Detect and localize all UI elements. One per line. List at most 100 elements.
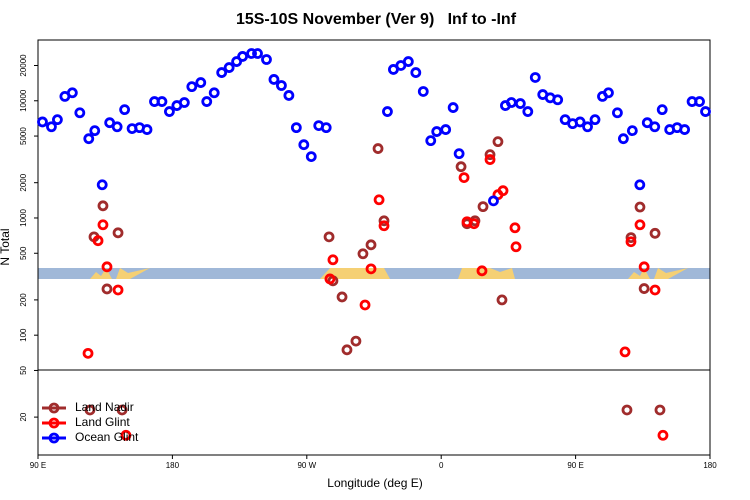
legend-label: Land Nadir xyxy=(75,400,134,414)
point xyxy=(208,87,220,99)
point xyxy=(625,232,637,244)
point xyxy=(156,96,168,107)
y-tick-label: 2000 xyxy=(19,173,28,191)
point xyxy=(83,133,95,145)
legend-marker xyxy=(48,417,60,429)
y-tick-label: 500 xyxy=(19,246,28,260)
point xyxy=(617,133,629,145)
point xyxy=(529,72,541,83)
point xyxy=(694,96,705,107)
point xyxy=(453,148,465,160)
point xyxy=(476,265,488,277)
point xyxy=(89,125,101,137)
point xyxy=(120,429,132,441)
point xyxy=(582,121,593,133)
point xyxy=(261,54,272,65)
point xyxy=(492,136,504,148)
point xyxy=(468,218,480,230)
point xyxy=(357,248,369,260)
point xyxy=(700,106,711,117)
x-tick-label: 180 xyxy=(703,461,717,470)
point xyxy=(323,231,335,243)
point xyxy=(477,201,489,213)
point xyxy=(336,291,348,303)
point xyxy=(223,62,235,73)
point xyxy=(657,429,669,441)
point xyxy=(656,104,668,116)
point xyxy=(97,200,109,212)
point xyxy=(164,106,175,117)
point xyxy=(327,254,339,266)
point xyxy=(373,194,385,206)
point xyxy=(365,239,377,251)
point xyxy=(112,284,124,296)
x-tick-label: 180 xyxy=(166,461,180,470)
point xyxy=(378,215,390,227)
chart-title: 15S-10S November (Ver 9) Inf to -Inf xyxy=(236,11,517,28)
x-tick-label: 90 E xyxy=(567,461,583,470)
point xyxy=(552,94,564,106)
point xyxy=(514,98,526,109)
point xyxy=(417,86,429,97)
point xyxy=(626,125,638,137)
point xyxy=(320,122,332,134)
point xyxy=(654,404,666,416)
point xyxy=(484,149,496,161)
point xyxy=(52,114,63,126)
point xyxy=(488,195,499,207)
legend-label: Ocean Glint xyxy=(75,430,139,444)
point xyxy=(505,97,517,108)
point xyxy=(638,261,650,273)
plot-frame xyxy=(37,39,711,456)
point xyxy=(195,77,207,88)
point xyxy=(382,106,393,117)
point xyxy=(298,139,310,151)
point xyxy=(119,104,131,116)
point xyxy=(458,172,470,184)
point xyxy=(634,201,646,213)
point xyxy=(634,179,646,191)
point xyxy=(201,96,213,107)
legend-marker xyxy=(48,432,60,444)
point xyxy=(66,87,78,99)
legend-label: Land Glint xyxy=(75,415,130,429)
point xyxy=(365,263,377,275)
point xyxy=(378,220,390,232)
point xyxy=(231,56,243,67)
point xyxy=(510,241,522,253)
point xyxy=(324,273,336,285)
point xyxy=(621,404,633,416)
point xyxy=(141,124,153,135)
point xyxy=(509,222,521,234)
y-tick-label: 200 xyxy=(19,293,28,307)
point xyxy=(84,404,96,416)
x-tick-label: 90 E xyxy=(30,461,46,470)
y-tick-label: 5000 xyxy=(19,127,28,145)
y-tick-label: 100 xyxy=(19,328,28,342)
point xyxy=(619,346,631,358)
point xyxy=(372,143,384,154)
point xyxy=(101,283,113,295)
land-band xyxy=(320,268,390,279)
point xyxy=(341,344,353,356)
point xyxy=(431,126,443,137)
point xyxy=(268,74,280,85)
x-tick-label: 90 W xyxy=(297,461,316,470)
point xyxy=(589,114,601,126)
y-tick-label: 20000 xyxy=(19,54,28,77)
point xyxy=(276,80,287,91)
point xyxy=(305,151,317,162)
point xyxy=(402,56,414,67)
y-tick-label: 10000 xyxy=(19,89,28,112)
point xyxy=(603,87,614,99)
point xyxy=(112,227,124,239)
point xyxy=(649,227,661,239)
point xyxy=(649,284,661,296)
point xyxy=(237,51,248,62)
point xyxy=(82,347,94,359)
y-tick-label: 50 xyxy=(19,365,28,374)
point xyxy=(496,294,508,306)
point xyxy=(634,219,646,231)
point xyxy=(92,235,104,247)
